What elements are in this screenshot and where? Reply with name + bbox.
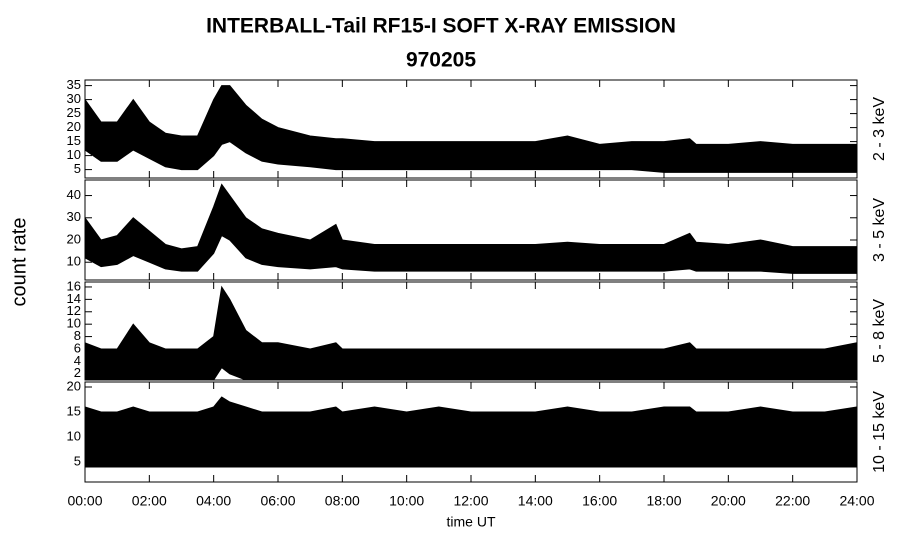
y-tick-label: 5 — [74, 453, 81, 468]
y-tick-label: 25 — [67, 105, 81, 120]
y-tick-label: 5 — [74, 161, 81, 176]
x-tick-label: 14:00 — [518, 493, 553, 509]
x-tick-label: 16:00 — [582, 493, 617, 509]
y-axis-label: count rate — [8, 218, 30, 307]
x-tick-label: 06:00 — [260, 493, 295, 509]
panel-energy-label: 2 - 3 keV — [871, 97, 888, 161]
x-tick-label: 20:00 — [711, 493, 746, 509]
panel-energy-label: 3 - 5 keV — [871, 198, 888, 262]
y-tick-label: 30 — [67, 91, 81, 106]
y-tick-label: 15 — [67, 403, 81, 418]
y-tick-label: 20 — [67, 378, 81, 393]
x-tick-label: 08:00 — [325, 493, 360, 509]
x-tick-label: 22:00 — [775, 493, 810, 509]
y-tick-label: 20 — [67, 231, 81, 246]
y-tick-label: 6 — [74, 340, 81, 355]
x-tick-label: 00:00 — [67, 493, 102, 509]
y-tick-label: 16 — [67, 278, 81, 293]
x-tick-label: 10:00 — [389, 493, 424, 509]
y-tick-label: 12 — [67, 303, 81, 318]
count-rate-band — [84, 183, 858, 274]
panel-energy-label: 10 - 15 keV — [871, 391, 888, 473]
x-tick-label: 02:00 — [132, 493, 167, 509]
y-tick-label: 10 — [67, 147, 81, 162]
y-tick-label: 2 — [74, 365, 81, 380]
count-rate-band — [84, 85, 858, 173]
count-rate-band — [84, 285, 858, 381]
y-tick-label: 30 — [67, 209, 81, 224]
x-tick-label: 12:00 — [453, 493, 488, 509]
count-rate-band — [84, 396, 858, 468]
y-tick-label: 10 — [67, 254, 81, 269]
y-tick-label: 20 — [67, 119, 81, 134]
x-tick-label: 04:00 — [196, 493, 231, 509]
y-tick-label: 10 — [67, 316, 81, 331]
x-axis-label: time UT — [447, 514, 496, 530]
y-tick-label: 40 — [67, 187, 81, 202]
panel-energy-label: 5 - 8 keV — [871, 299, 888, 363]
chart-subtitle: 970205 — [406, 49, 476, 72]
x-tick-label: 18:00 — [646, 493, 681, 509]
y-tick-label: 8 — [74, 328, 81, 343]
y-tick-label: 15 — [67, 133, 81, 148]
y-tick-label: 35 — [67, 77, 81, 92]
y-tick-label: 14 — [67, 291, 81, 306]
x-tick-label: 24:00 — [839, 493, 874, 509]
y-tick-label: 10 — [67, 428, 81, 443]
y-tick-label: 4 — [74, 353, 81, 368]
chart-title: INTERBALL-Tail RF15-I SOFT X-RAY EMISSIO… — [206, 15, 676, 38]
